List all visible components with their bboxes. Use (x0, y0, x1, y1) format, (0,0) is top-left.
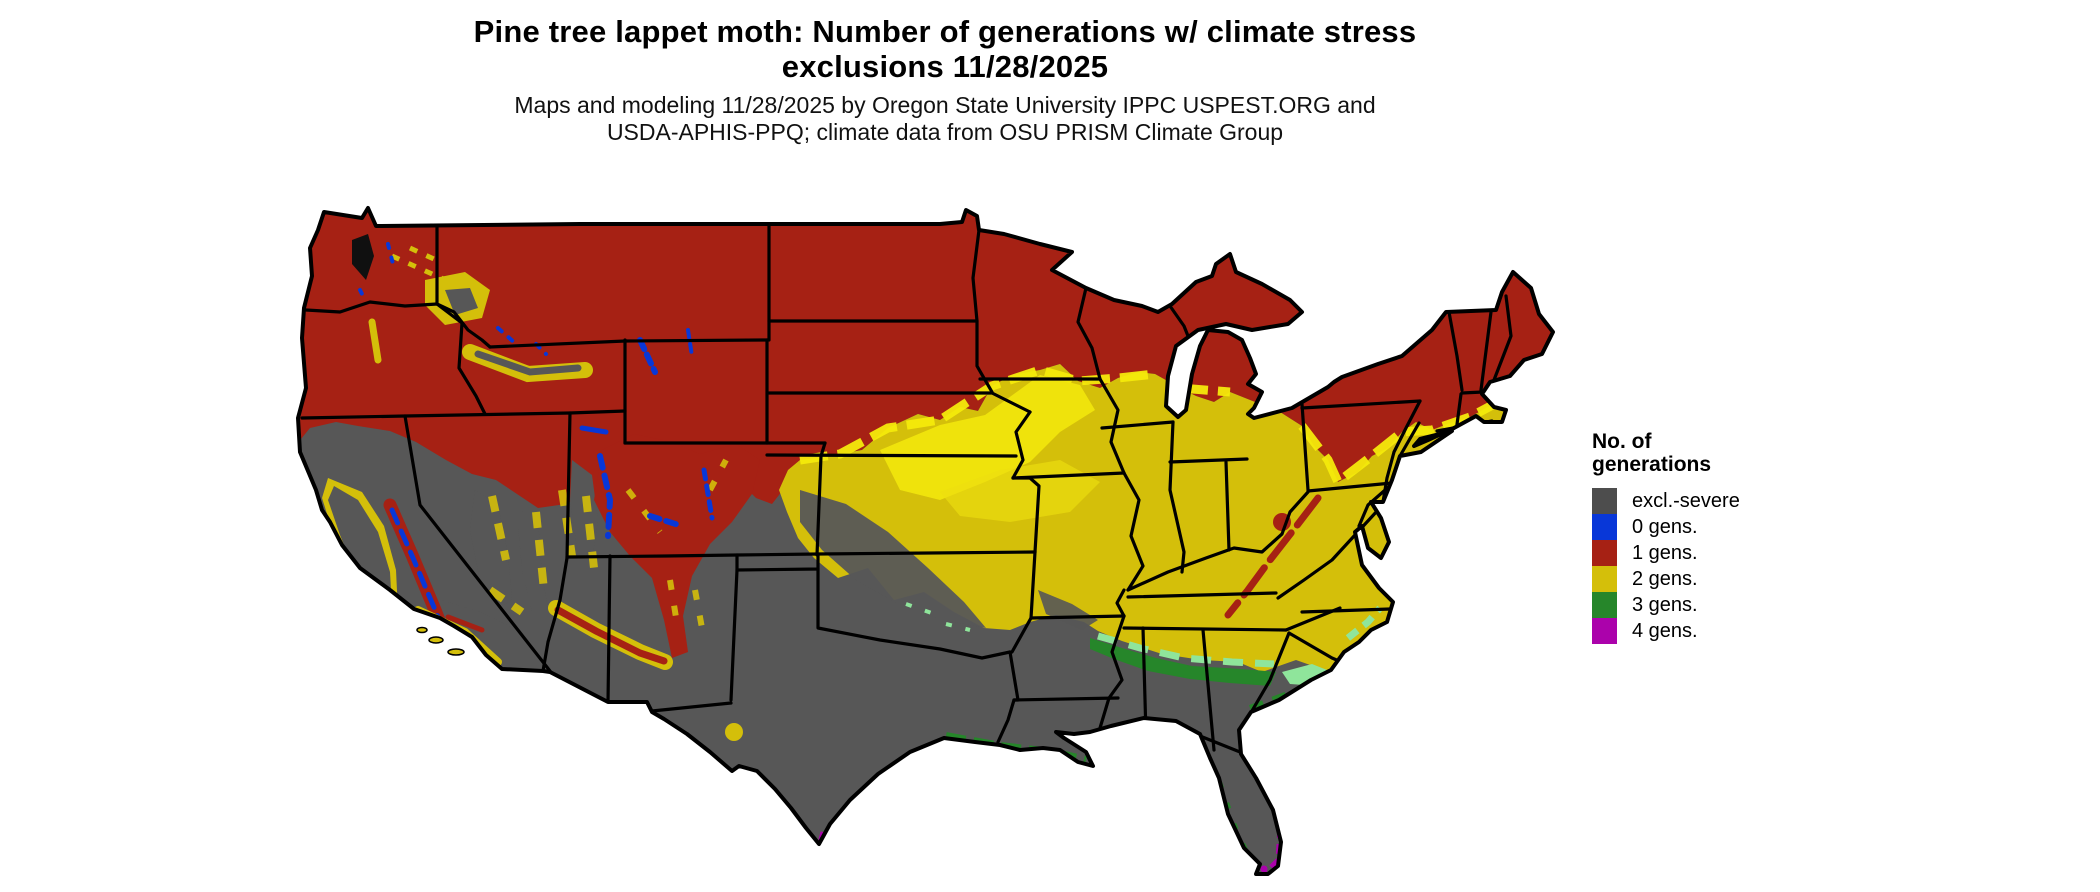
map-region-1-gen-rockies (594, 434, 760, 658)
legend-item-0-gens: 0 gens. (1592, 514, 1832, 540)
legend-swatch-1-gens (1592, 540, 1617, 566)
legend-swatch-2-gens (1592, 566, 1617, 592)
legend-label-4-gens: 4 gens. (1632, 620, 1698, 642)
map-ewash-gray (445, 288, 478, 315)
map-title-line2: exclusions 11/28/2025 (781, 49, 1109, 84)
map-subtitle-line1: Maps and modeling 11/28/2025 by Oregon S… (514, 92, 1376, 118)
legend-label-excl-severe: excl.-severe (1632, 490, 1740, 512)
map-green-sc-coast (1248, 677, 1322, 711)
legend-item-3-gens: 3 gens. (1592, 592, 1832, 618)
map-title-line1: Pine tree lappet moth: Number of generat… (473, 14, 1417, 49)
map-mint-ok-specks (905, 602, 971, 632)
map-keys-dot-3 (1260, 865, 1268, 873)
legend-swatch-excl-severe (1592, 488, 1617, 514)
legend-swatch-0-gens (1592, 514, 1617, 540)
map-mogollon-red (554, 606, 668, 665)
legend-swatch-3-gens (1592, 592, 1617, 618)
legend-item-excl-severe: excl.-severe (1592, 488, 1832, 514)
map-socal-red (445, 614, 485, 633)
legend-label-3-gens: 3 gens. (1632, 594, 1698, 616)
map-gray-kansas (800, 490, 986, 628)
map-gold-flecks-rockies (625, 458, 729, 631)
legend-label-2-gens: 2 gens. (1632, 568, 1698, 590)
map-snake-gray (474, 350, 582, 376)
channel-islands (416, 626, 465, 656)
legend-item-1-gens: 1 gens. (1592, 540, 1832, 566)
map-subtitle: Maps and modeling 11/28/2025 by Oregon S… (285, 92, 1605, 146)
legend-title: No. of generations (1592, 430, 1832, 476)
us-map-svg (296, 206, 1555, 876)
map-region-1-gen-north (298, 208, 1553, 512)
us-outline (296, 206, 1555, 876)
map-gray-nevada-2 (518, 505, 548, 612)
legend-item-2-gens: 2 gens. (1592, 566, 1832, 592)
legend-label-1-gens: 1 gens. (1632, 542, 1698, 564)
legend-title-line1: No. of (1592, 430, 1652, 453)
map-puget-sound (352, 234, 374, 280)
map-fill-layers (298, 208, 1553, 874)
map-nwash-gold-specks (390, 245, 452, 285)
map-mint-nc-coast (1345, 605, 1383, 641)
us-generations-map (240, 160, 1570, 892)
map-gray-missouri-ozark (1038, 590, 1098, 630)
legend-title-line2: generations (1592, 453, 1712, 476)
map-appalachian-red (1224, 494, 1322, 619)
legend: No. of generations excl.-severe 0 gens. … (1592, 430, 1832, 644)
map-region-3-gens-band (1090, 638, 1276, 686)
map-gray-socal-desert (435, 598, 543, 672)
map-willamette-gold (368, 318, 382, 364)
legend-item-4-gens: 4 gens. (1592, 618, 1832, 644)
map-subtitle-line2: USDA-APHIS-PPQ; climate data from OSU PR… (606, 119, 1284, 145)
map-title: Pine tree lappet moth: Number of generat… (285, 14, 1605, 84)
map-davis-mtns-gold (725, 723, 743, 741)
map-bright-yellow-plains (880, 375, 1095, 500)
legend-swatch-4-gens (1592, 618, 1617, 644)
map-keys-dot-1 (1240, 872, 1248, 874)
legend-label-0-gens: 0 gens. (1632, 516, 1698, 538)
